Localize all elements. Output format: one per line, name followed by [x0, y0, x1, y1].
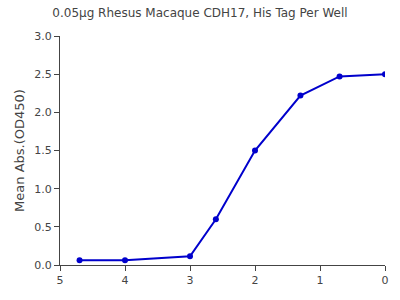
- svg-text:Mean Abs.(OD450): Mean Abs.(OD450): [12, 89, 27, 212]
- svg-text:2.0: 2.0: [34, 106, 52, 119]
- svg-text:1.5: 1.5: [34, 144, 52, 157]
- svg-text:0.05μg Rhesus Macaque CDH17, H: 0.05μg Rhesus Macaque CDH17, His Tag Per…: [52, 6, 347, 20]
- svg-text:2.5: 2.5: [34, 68, 52, 81]
- svg-text:0.0: 0.0: [34, 259, 52, 272]
- svg-text:3: 3: [187, 274, 194, 287]
- svg-text:2: 2: [252, 274, 259, 287]
- svg-text:1.0: 1.0: [34, 183, 52, 196]
- svg-text:4: 4: [122, 274, 129, 287]
- svg-text:0.5: 0.5: [34, 221, 52, 234]
- svg-text:3.0: 3.0: [34, 30, 52, 43]
- svg-text:0: 0: [382, 274, 389, 287]
- svg-text:5: 5: [57, 274, 64, 287]
- svg-text:1: 1: [317, 274, 324, 287]
